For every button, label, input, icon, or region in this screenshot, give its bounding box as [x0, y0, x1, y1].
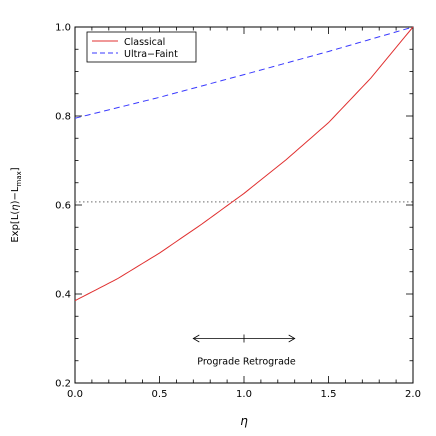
- x-axis-label: η: [240, 414, 248, 428]
- series-line-ultra-faint: [74, 26, 414, 119]
- y-tick-label: 0.4: [55, 290, 71, 301]
- direction-annotation: Prograde Retrograde: [192, 334, 296, 367]
- legend-box: [86, 31, 197, 63]
- x-tick-label: 0.0: [67, 389, 83, 400]
- legend-label-classical: Classical: [124, 37, 165, 48]
- y-tick-label: 0.2: [55, 379, 71, 390]
- y-tick-label: 0.8: [55, 112, 71, 123]
- x-tick-label: 0.5: [152, 389, 168, 400]
- y-axis-label-eta: η: [10, 204, 21, 210]
- arrow-head-left-icon: [192, 334, 200, 343]
- y-axis-label-mid: )−L: [10, 186, 21, 204]
- legend: Classical Ultra−Faint: [86, 31, 197, 63]
- x-tick-label: 1.5: [321, 389, 337, 400]
- annotation-prograde: Prograde: [197, 356, 240, 367]
- y-axis-label-prefix: Exp[L(: [10, 211, 21, 243]
- y-axis-label-sub: max: [15, 171, 23, 186]
- x-tick-label: 2.0: [405, 389, 421, 400]
- arrow-head-right-icon: [288, 334, 296, 343]
- x-tick-label: 1.0: [236, 389, 252, 400]
- y-axis-label: Exp[L(η)−Lmax]: [10, 167, 23, 242]
- series-line-classical: [74, 26, 414, 302]
- y-tick-label: 0.6: [55, 201, 71, 212]
- y-axis-label-suffix: ]: [10, 167, 21, 171]
- legend-label-ultra-faint: Ultra−Faint: [124, 49, 178, 60]
- y-tick-label: 1.0: [55, 23, 71, 34]
- annotation-retrograde: Retrograde: [243, 356, 296, 367]
- plot-frame: [74, 26, 414, 384]
